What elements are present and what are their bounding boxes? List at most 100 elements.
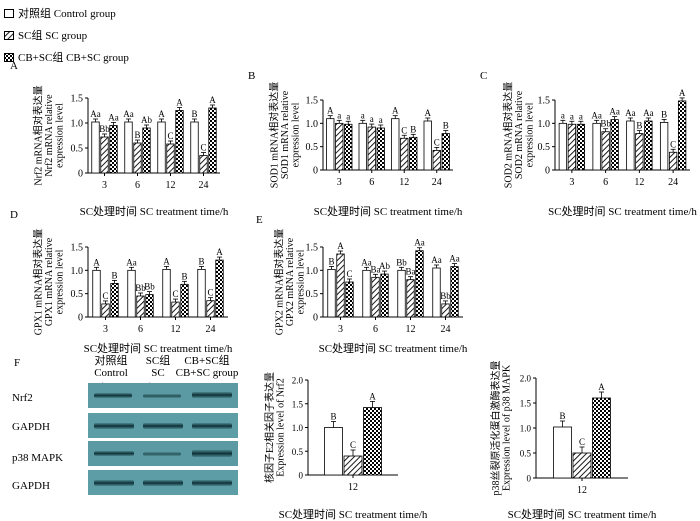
data-label: a [370, 114, 374, 124]
y-tick-label: 1.5 [71, 243, 84, 254]
y-tick-label: 1.0 [538, 119, 551, 130]
y-tick-label: 0 [527, 474, 532, 484]
blot-band [94, 480, 134, 486]
data-label: A [327, 106, 334, 116]
legend-item-control: 对照组 Control group [4, 2, 129, 24]
x-tick-label: 24 [199, 180, 209, 191]
bar-sc [367, 126, 376, 171]
data-label: Aa [414, 238, 425, 248]
bar-control [558, 122, 568, 171]
y-tick-label: 0.5 [71, 144, 84, 155]
data-label: C [200, 143, 206, 153]
bar-control [659, 122, 669, 171]
bar-sc [336, 253, 345, 318]
blot-band [192, 450, 232, 457]
blot-band [143, 452, 181, 456]
data-label: C [434, 137, 440, 147]
data-label: A [369, 392, 376, 402]
panel-letter: D [10, 209, 18, 221]
bar-control [197, 269, 206, 318]
bar-cbsc [175, 110, 184, 174]
y-axis-label: p38丝裂原活化蛋白激酶表达量 [489, 361, 502, 496]
legend-item-sc: SC组 SC group [4, 24, 129, 46]
data-label: Aa [90, 109, 101, 119]
bar-control [157, 121, 166, 174]
y-tick-label: 1.5 [306, 96, 319, 107]
x-tick-label: 6 [138, 324, 143, 335]
bar-control [362, 269, 371, 318]
blot-col-header-cn: SC组 [145, 355, 171, 367]
x-axis-label: SC处理时间 SC treatment time/h [80, 205, 229, 218]
blot-col-header-cbsc: CB+SC组 CB+SC group [172, 355, 242, 379]
y-axis-label: Nrf2 mRNA相对表达量 [32, 85, 45, 185]
blot-row-label-gapdh-2: GAPDH [12, 480, 50, 492]
blot-col-header-en: CB+SC group [175, 367, 239, 379]
bar-control [127, 269, 136, 318]
bar-sc [100, 136, 109, 174]
x-axis-label: SC处理时间 SC treatment time/h [84, 342, 233, 355]
bar-sc [371, 276, 380, 318]
x-axis-label: SC处理时间 SC treatment time/h [508, 508, 657, 521]
chart-svg: 0 0.5 1.0 1.5 2.0 12 B C A SC处理时间 SC treatment ti… [489, 361, 657, 521]
x-tick-label: 12 [634, 177, 644, 188]
x-axis-label: SC处理时间 SC treatment time/h [314, 205, 463, 218]
bar-control [91, 121, 100, 174]
bar-cbsc [380, 273, 389, 318]
data-label: A [163, 256, 170, 266]
legend: 对照组 Control group SC组 SC group CB+SC组 CB… [4, 2, 129, 68]
data-label: A [337, 241, 344, 251]
legend-label-control: 对照组 Control group [18, 8, 116, 20]
bar-cbsc [145, 294, 154, 318]
y-tick-label: 0.5 [292, 447, 304, 457]
bar-cbsc [110, 283, 119, 318]
bar-sc [441, 303, 450, 318]
data-label: A [425, 108, 432, 118]
legend-swatch-cbsc [4, 52, 14, 62]
bar-control [324, 427, 343, 476]
y-tick-label: 1.0 [292, 423, 304, 433]
data-label: B [198, 256, 204, 266]
data-label: Bb [600, 119, 611, 129]
bar-sc [400, 137, 409, 171]
bar-control [553, 426, 572, 479]
y-tick-label: 1.0 [306, 266, 319, 277]
chart-panel-f-nrf2: 0 0.5 1.0 1.5 2.0 12 B C A SC处理时间 SC treatment ti… [258, 360, 478, 521]
bar-control [432, 267, 441, 318]
data-label: A [392, 106, 399, 116]
y-tick-label: 1.5 [306, 243, 319, 254]
x-tick-label: 12 [166, 180, 176, 191]
y-tick-label: 0.5 [306, 142, 319, 153]
data-label: Aa [625, 108, 636, 118]
bar-control [162, 269, 171, 318]
panel-letter: E [256, 214, 263, 226]
data-label: B [134, 130, 140, 140]
data-label: A [209, 95, 216, 105]
data-label: B [328, 256, 334, 266]
data-label: Ab [141, 115, 152, 125]
y-axis-label: expression level [55, 103, 66, 168]
data-label: Ab [379, 261, 390, 271]
data-label: a [379, 115, 383, 125]
x-tick-label: 3 [337, 177, 342, 188]
chart-svg: 00.51.01.53AaBbAa6AaBAb12ACA24BCASC处理时间 … [32, 85, 229, 218]
chart-panel-c: C 0 0.5 1.0 1.5 3 a a a 6 Aa Bb Aa 12 Aa B Aa 24 B C A SC处理时… [470, 68, 700, 218]
data-label: Ba [406, 267, 416, 277]
bar-sc [343, 455, 363, 476]
y-tick-label: 0.5 [71, 289, 84, 300]
bar-sc [432, 150, 441, 171]
bar-cbsc [576, 123, 586, 171]
bar-control [124, 121, 133, 174]
bar-sc [668, 151, 678, 171]
data-label: Aa [643, 108, 654, 118]
y-tick-label: 1.0 [71, 119, 84, 130]
data-label: Bb [440, 291, 451, 301]
bar-sc [101, 303, 110, 318]
y-tick-label: 1.0 [306, 119, 319, 130]
data-label: a [346, 111, 350, 121]
x-tick-label: 6 [603, 177, 608, 188]
panel-letter: B [248, 70, 256, 82]
data-label: a [561, 110, 565, 120]
y-axis-label: SOD2 mRNA相对表达量 [502, 82, 515, 188]
y-axis-label: 核因子E2相关因子表达量 [263, 372, 276, 483]
